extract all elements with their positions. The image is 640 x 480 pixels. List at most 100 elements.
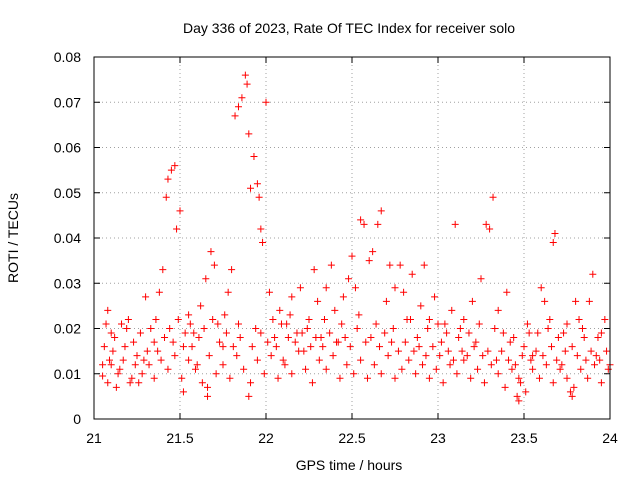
data-point [437, 338, 445, 346]
data-point [130, 338, 138, 346]
data-point [470, 343, 478, 351]
data-point [394, 347, 402, 355]
data-point [236, 334, 244, 342]
y-tick-label: 0 [73, 411, 81, 427]
data-point [255, 193, 263, 201]
data-point [597, 379, 605, 387]
data-point [271, 334, 279, 342]
data-point [484, 347, 492, 355]
data-point [474, 365, 482, 373]
data-point [221, 311, 229, 319]
x-tick-label: 23 [430, 430, 446, 446]
data-point [205, 352, 213, 360]
data-point [154, 347, 162, 355]
data-point [589, 270, 597, 278]
data-point [145, 361, 153, 369]
data-point [511, 361, 519, 369]
data-point [563, 320, 571, 328]
data-point [193, 361, 201, 369]
data-point [582, 356, 590, 364]
data-point [537, 284, 545, 292]
data-point [212, 370, 220, 378]
data-point [499, 329, 507, 337]
data-point [577, 365, 585, 373]
data-point [219, 343, 227, 351]
data-point [107, 361, 115, 369]
data-point [480, 379, 488, 387]
data-point [133, 352, 141, 360]
data-point [568, 392, 576, 400]
data-point [431, 293, 439, 301]
data-point [338, 320, 346, 328]
data-point [535, 374, 543, 382]
data-point [517, 379, 525, 387]
data-point [572, 297, 580, 305]
data-point [190, 329, 198, 337]
data-point [166, 325, 174, 332]
data-point [269, 315, 277, 323]
data-point [425, 374, 433, 382]
grid-lines [94, 57, 610, 419]
data-point [247, 379, 255, 387]
data-point [131, 361, 139, 369]
data-point [229, 343, 237, 351]
data-point [298, 329, 306, 337]
data-point [219, 361, 227, 369]
data-point [398, 365, 406, 373]
data-point [241, 71, 249, 79]
data-point [546, 315, 554, 323]
data-point [441, 320, 449, 328]
data-point [152, 315, 160, 323]
data-point [262, 98, 270, 106]
data-point [176, 207, 184, 215]
data-point [355, 311, 363, 319]
data-point [529, 352, 537, 360]
data-point [448, 306, 456, 314]
data-point [389, 325, 397, 332]
data-point [204, 392, 212, 400]
data-point [209, 315, 217, 323]
data-point [121, 343, 129, 351]
data-point [164, 365, 172, 373]
data-point [360, 220, 368, 228]
data-point [432, 365, 440, 373]
data-point [329, 352, 337, 360]
data-point [489, 193, 497, 201]
data-point [226, 374, 234, 382]
data-point [494, 370, 502, 378]
data-point [388, 338, 396, 346]
data-point [417, 302, 425, 310]
data-point [455, 334, 463, 342]
data-point [386, 261, 394, 269]
data-point [584, 374, 592, 382]
data-point [548, 343, 556, 351]
data-point [420, 261, 428, 269]
data-point [506, 338, 514, 346]
data-point [492, 356, 500, 364]
data-point [541, 297, 549, 305]
data-point [302, 365, 310, 373]
data-point [604, 365, 612, 373]
data-point [128, 374, 136, 382]
y-tick-label: 0.01 [54, 366, 81, 382]
data-point [343, 361, 351, 369]
data-point [424, 325, 432, 332]
data-point [391, 284, 399, 292]
data-point [210, 261, 218, 269]
data-point [119, 356, 127, 364]
data-point [449, 356, 457, 364]
data-point [460, 315, 468, 323]
x-tick-label: 21 [86, 430, 102, 446]
data-point [419, 361, 427, 369]
data-point [477, 275, 485, 283]
data-point [573, 352, 581, 360]
x-tick-label: 24 [602, 430, 618, 446]
data-point [525, 329, 533, 337]
data-point [185, 356, 193, 364]
data-point [155, 288, 163, 296]
data-point [181, 329, 189, 337]
x-tick-label: 22.5 [338, 430, 365, 446]
data-point [245, 392, 253, 400]
data-point [140, 356, 148, 364]
plot-frame [93, 56, 611, 420]
